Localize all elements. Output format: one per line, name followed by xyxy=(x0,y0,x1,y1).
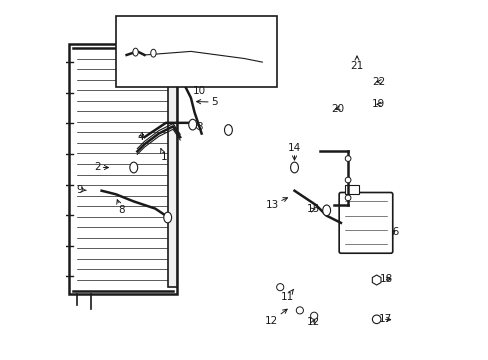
Ellipse shape xyxy=(224,125,232,135)
FancyBboxPatch shape xyxy=(339,193,392,253)
Text: 7: 7 xyxy=(224,127,231,137)
Circle shape xyxy=(296,307,303,314)
Ellipse shape xyxy=(150,49,156,57)
Bar xyxy=(116,16,276,87)
Text: 12: 12 xyxy=(264,309,286,326)
Text: 5: 5 xyxy=(196,97,217,107)
Ellipse shape xyxy=(163,212,171,223)
Text: 18: 18 xyxy=(379,274,392,284)
Text: 4: 4 xyxy=(137,132,144,142)
Ellipse shape xyxy=(133,48,138,56)
Bar xyxy=(167,51,176,287)
Circle shape xyxy=(345,156,350,161)
Circle shape xyxy=(372,315,380,324)
Text: 13: 13 xyxy=(265,198,287,210)
Text: 3: 3 xyxy=(193,122,203,132)
Text: 21: 21 xyxy=(350,56,363,71)
Text: 9: 9 xyxy=(166,216,175,229)
Ellipse shape xyxy=(290,162,298,173)
Circle shape xyxy=(310,312,317,319)
Text: 10: 10 xyxy=(193,86,206,96)
Text: 16: 16 xyxy=(386,227,399,237)
Text: 14: 14 xyxy=(287,143,301,160)
Ellipse shape xyxy=(322,205,330,216)
Text: 11: 11 xyxy=(280,289,293,302)
Ellipse shape xyxy=(130,162,138,173)
Text: 19: 19 xyxy=(371,99,384,109)
Circle shape xyxy=(276,284,283,291)
Text: 2: 2 xyxy=(94,162,108,172)
Bar xyxy=(69,44,176,294)
Text: 9: 9 xyxy=(77,185,86,195)
Text: 17: 17 xyxy=(378,314,391,324)
Ellipse shape xyxy=(163,62,171,73)
Circle shape xyxy=(345,195,350,201)
Bar xyxy=(344,185,358,194)
Text: 6: 6 xyxy=(167,39,174,58)
Text: 8: 8 xyxy=(117,200,124,215)
Circle shape xyxy=(345,177,350,183)
Text: 22: 22 xyxy=(371,77,385,87)
Text: 20: 20 xyxy=(330,104,344,113)
Text: 12: 12 xyxy=(306,317,320,327)
Ellipse shape xyxy=(188,119,196,130)
Text: 15: 15 xyxy=(306,204,320,214)
Text: 1: 1 xyxy=(160,149,167,162)
